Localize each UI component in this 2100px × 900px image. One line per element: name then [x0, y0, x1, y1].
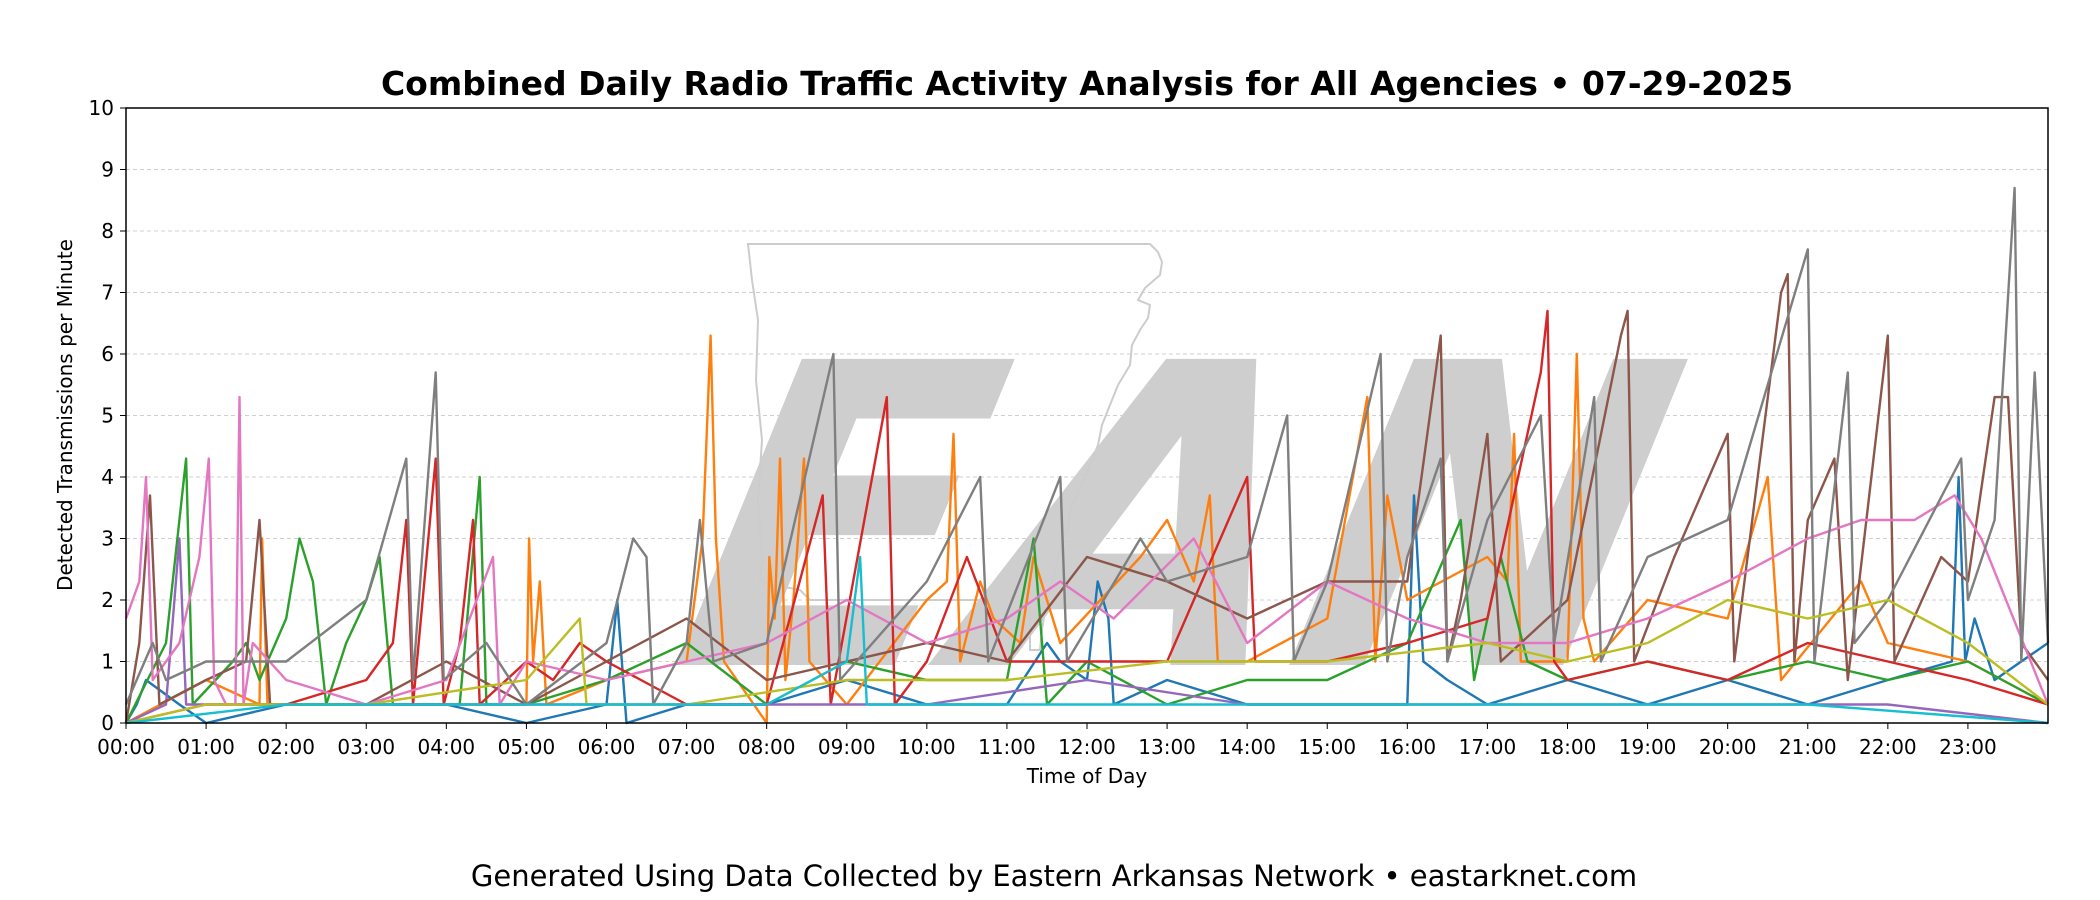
x-tick-label: 22:00	[1859, 735, 1917, 759]
footer-credit: Generated Using Data Collected by Easter…	[471, 859, 1637, 893]
series-line-7	[124, 395, 2050, 706]
x-tick-label: 21:00	[1779, 735, 1837, 759]
y-tick-label: 3	[101, 527, 114, 551]
y-tick-label: 0	[101, 711, 114, 735]
x-axis: 00:00 01:00 02:00 03:00 04:00 05:00 06:00 07:00…	[97, 723, 1997, 759]
x-tick-label: 14:00	[1218, 735, 1276, 759]
x-tick-label: 13:00	[1138, 735, 1196, 759]
y-tick-label: 9	[101, 158, 114, 182]
y-tick-label: 5	[101, 404, 114, 428]
x-tick-label: 12:00	[1058, 735, 1116, 759]
x-tick-label: 07:00	[658, 735, 716, 759]
x-tick-label: 01:00	[177, 735, 235, 759]
series-line-1	[124, 475, 2049, 725]
y-tick-label: 2	[101, 588, 114, 612]
y-tick-label: 7	[101, 281, 114, 305]
y-tick-label: 1	[101, 650, 114, 674]
x-tick-label: 06:00	[578, 735, 636, 759]
x-tick-label: 04:00	[418, 735, 476, 759]
chart-title: Combined Daily Radio Traffic Activity An…	[381, 64, 1793, 103]
series-lines	[124, 186, 2050, 725]
series-line-8	[124, 186, 2050, 706]
x-tick-label: 08:00	[738, 735, 796, 759]
y-tick-label: 10	[89, 96, 114, 120]
x-tick-label: 10:00	[898, 735, 956, 759]
y-tick-label: 8	[101, 219, 114, 243]
series-line-10	[125, 555, 2049, 725]
x-tick-label: 18:00	[1539, 735, 1597, 759]
arkansas-outline-watermark	[746, 243, 1164, 651]
series-line-9	[125, 598, 2049, 725]
x-axis-label: Time of Day	[1026, 764, 1148, 788]
x-tick-label: 11:00	[978, 735, 1036, 759]
x-tick-label: 16:00	[1379, 735, 1437, 759]
x-tick-label: 00:00	[97, 735, 155, 759]
x-tick-label: 09:00	[818, 735, 876, 759]
x-tick-label: 20:00	[1699, 735, 1757, 759]
x-tick-label: 19:00	[1619, 735, 1677, 759]
x-tick-label: 23:00	[1939, 735, 1997, 759]
x-tick-label: 02:00	[257, 735, 315, 759]
y-tick-label: 6	[101, 342, 114, 366]
x-tick-label: 15:00	[1298, 735, 1356, 759]
y-tick-label: 4	[101, 465, 114, 489]
y-axis: 0 1 2 3 4 5 6 7 8 9 10	[89, 96, 126, 735]
x-tick-label: 17:00	[1459, 735, 1517, 759]
series-line-2	[125, 334, 2049, 725]
x-tick-label: 03:00	[337, 735, 395, 759]
y-axis-label: Detected Transmissions per Minute	[53, 239, 77, 591]
x-tick-label: 05:00	[498, 735, 556, 759]
series-line-4	[125, 309, 2049, 725]
